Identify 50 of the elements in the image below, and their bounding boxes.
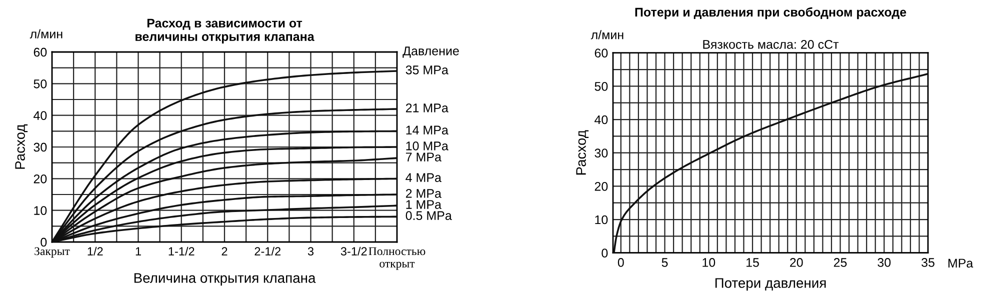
series-label: 21 MPa — [406, 104, 448, 112]
x-tick-label: 30 — [878, 258, 891, 267]
y-tick-label: 20 — [594, 182, 608, 191]
text: MPa — [948, 258, 974, 268]
y-tick-label: 40 — [34, 111, 47, 120]
x-tick-label: 3-1/2 — [340, 246, 367, 256]
y-tick-label: 40 — [594, 115, 608, 124]
series-label: 14 MPa — [406, 126, 448, 135]
x-tick-label: 1 — [136, 247, 141, 256]
y-axis-title: Расход — [576, 130, 589, 175]
series-label: 7 MPa — [406, 152, 442, 162]
text: л/мин — [590, 30, 624, 40]
series-label: 0.5 MPa — [406, 211, 452, 220]
x-tick-label: 10 — [702, 258, 716, 267]
legend-title: Давление — [402, 46, 459, 58]
y-tick-label: 0 — [40, 238, 47, 247]
x-tick-label: Закрыт — [34, 247, 70, 258]
y-tick-label: 30 — [34, 142, 47, 152]
x-tick-label: 0 — [618, 258, 624, 267]
y-tick-label: 60 — [594, 48, 608, 58]
x-tick-label: 20 — [790, 258, 803, 267]
y-tick-label: 10 — [595, 215, 608, 224]
x-axis-title: Величина открытия клапана — [134, 273, 316, 286]
chart-subtitle: Вязкость масла: 20 сСт — [703, 40, 839, 49]
series-label: 4 MPa — [406, 173, 442, 182]
series-label: 35 MPa — [406, 66, 448, 74]
y-tick-label: 60 — [34, 48, 47, 57]
y-axis-title: Расход — [15, 124, 28, 169]
x-tick-label: 1-1/2 — [168, 246, 194, 256]
y-tick-label: 20 — [34, 174, 47, 184]
x-tick-label: 1/2 — [88, 246, 103, 256]
x-tick-label: 2 — [222, 247, 228, 256]
y-tick-label: 50 — [34, 79, 47, 88]
x-tick-label: 3 — [308, 247, 314, 256]
x-tick-label: 25 — [834, 258, 847, 267]
y-tick-label: 50 — [594, 82, 608, 91]
chart-title: Расход в зависимости от величины открытия клапана — [136, 18, 314, 44]
x-tick-label: 35 — [922, 258, 934, 267]
series-label: 10 MPa — [406, 142, 448, 150]
series-label: 1 MPa — [406, 200, 442, 209]
y-tick-label: 10 — [34, 206, 47, 215]
x-tick-label: 15 — [746, 258, 759, 267]
text: л/мин — [30, 29, 62, 38]
x-tick-label: 5 — [662, 258, 668, 267]
chart-title: Потери и давления при свободном расходе — [635, 7, 906, 20]
series-label: 2 MPa — [406, 189, 442, 198]
y-tick-label: 30 — [594, 148, 608, 158]
x-axis-title: Потери давления — [715, 278, 826, 291]
x-tick-label: Полностью открыт — [368, 247, 426, 270]
x-tick-label: 2-1/2 — [254, 246, 280, 256]
